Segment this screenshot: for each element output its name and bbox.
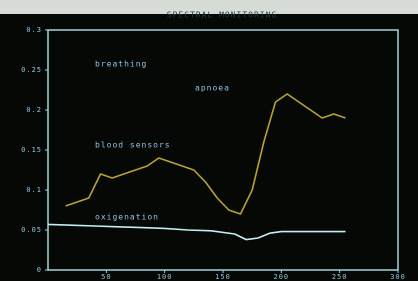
series-label: oxigenation — [95, 213, 159, 222]
y-tick-label: 0.1 — [26, 186, 42, 194]
annotation: apnoea — [195, 84, 230, 93]
y-tick-label: 0.15 — [21, 146, 42, 154]
x-tick-label: 100 — [157, 273, 173, 281]
screen — [0, 0, 418, 281]
series-label: blood sensors — [95, 141, 171, 150]
x-tick-label: 50 — [101, 273, 111, 281]
x-tick-label: 250 — [332, 273, 348, 281]
chart: SPECTRAL MONITORING breathing apnoea blo… — [0, 0, 418, 281]
y-tick-label: 0 — [37, 266, 42, 274]
annotation: breathing — [95, 60, 147, 69]
x-tick-label: 150 — [215, 273, 231, 281]
chart-title: SPECTRAL MONITORING — [167, 11, 278, 20]
x-tick-label: 200 — [274, 273, 290, 281]
y-tick-label: 0.25 — [21, 66, 42, 74]
y-tick-label: 0.05 — [21, 226, 42, 234]
y-tick-label: 0.2 — [26, 106, 42, 114]
x-tick-label: 300 — [390, 273, 406, 281]
y-tick-label: 0.3 — [26, 26, 42, 34]
